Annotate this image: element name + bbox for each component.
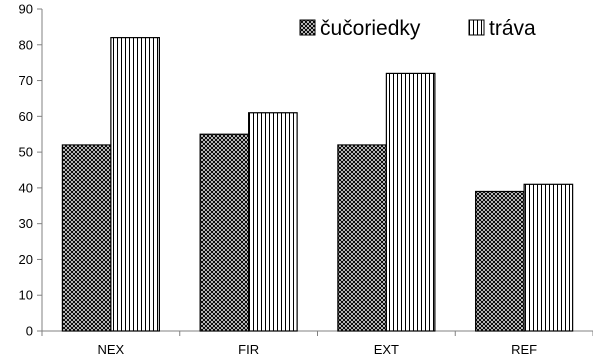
- bar-ref-series-2: [523, 183, 574, 332]
- bar-fir-series-2: [248, 112, 298, 332]
- bar-nex-series-2: [110, 37, 160, 332]
- x-tick-label: FIR: [238, 342, 259, 357]
- y-tick-label: 80: [19, 37, 33, 52]
- x-tick-label: NEX: [98, 342, 125, 357]
- y-tick-label: 40: [19, 180, 33, 195]
- legend-label-1: čučoriedky: [320, 17, 421, 40]
- x-tick-label: REF: [511, 342, 537, 357]
- bar-nex-series-1: [61, 144, 112, 332]
- bars: [61, 37, 574, 332]
- y-tick-label: 60: [19, 109, 33, 124]
- y-tick-label: 10: [19, 288, 33, 303]
- legend-swatch-1: [299, 19, 316, 36]
- bar-ext-series-1: [337, 144, 387, 332]
- y-tick-label: 90: [19, 2, 33, 17]
- y-tick-label: 20: [19, 252, 33, 267]
- y-tick-label: 50: [19, 145, 33, 160]
- x-axis: NEX FIR EXT REF: [41, 330, 593, 357]
- legend-label-2: tráva: [489, 17, 536, 40]
- y-tick-label: 30: [19, 216, 33, 231]
- y-tick-label: 70: [19, 73, 33, 88]
- legend: čučoriedky tráva: [299, 17, 536, 40]
- bar-ref-series-1: [475, 190, 525, 332]
- bar-fir-series-1: [199, 133, 250, 332]
- x-tick-label: EXT: [374, 342, 399, 357]
- y-tick-label: 0: [26, 324, 33, 339]
- bar-ext-series-2: [385, 72, 436, 332]
- legend-swatch-2: [468, 19, 485, 36]
- y-axis: 0 10 20 30 40 50 60 70 80 90: [19, 2, 43, 339]
